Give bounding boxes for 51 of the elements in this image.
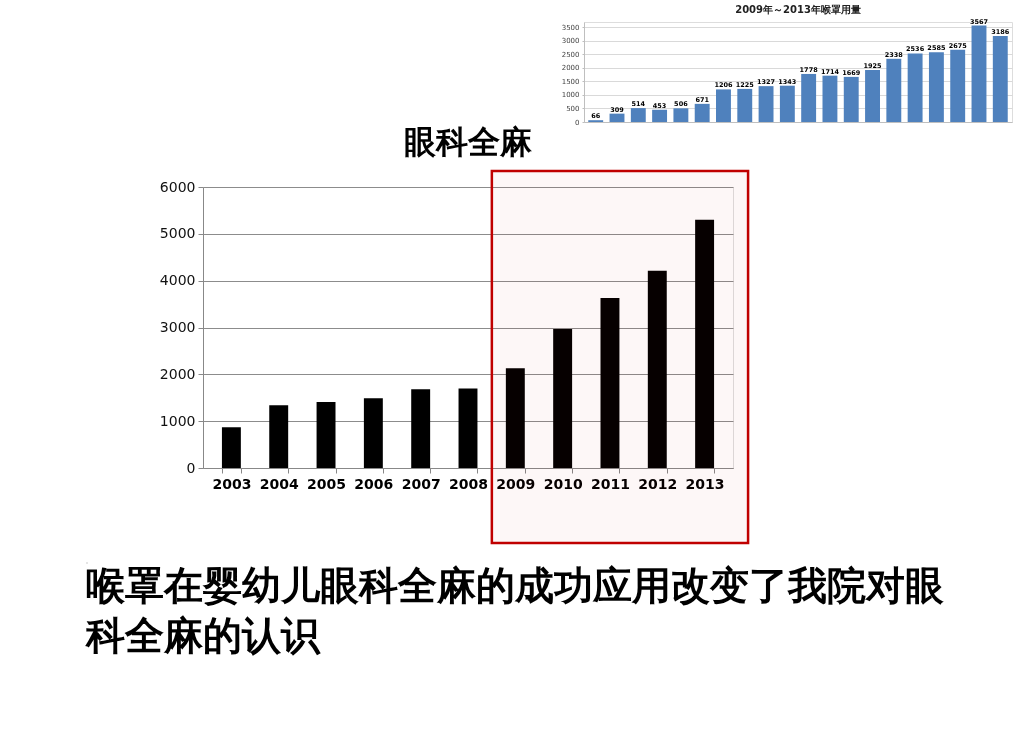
chart-title: 眼科全麻: [404, 122, 532, 161]
y-tick-label: 4000: [159, 272, 196, 289]
bar: [600, 298, 620, 468]
bar: [801, 73, 817, 122]
bar: [316, 401, 336, 468]
bar: [843, 76, 859, 122]
bar: [928, 52, 944, 122]
x-tick-label: 2006: [354, 475, 394, 492]
bar: [758, 86, 774, 122]
x-tick-label: 2009: [496, 475, 536, 492]
bar: [363, 398, 383, 468]
bar: [971, 25, 987, 122]
y-tick-label: 0: [186, 459, 196, 476]
x-tick-label: 2004: [259, 475, 299, 492]
bar: [907, 53, 923, 122]
bar: [609, 113, 625, 122]
bar: [411, 389, 431, 468]
text: 喉罩在婴幼儿眼科全麻的成功应用改变了我院对眼科全麻的认识: [85, 563, 944, 658]
y-tick-label: 2000: [159, 365, 196, 382]
x-tick-label: 2003: [212, 475, 252, 492]
bar: [553, 328, 573, 468]
x-tick-label: 2011: [590, 475, 630, 492]
x-tick-label: 2005: [307, 475, 347, 492]
bar: [737, 88, 753, 122]
chart-title: 2009年～2013年喉罩用量: [735, 3, 861, 15]
bar: [694, 103, 710, 122]
bar: [779, 85, 795, 122]
bar: [458, 388, 478, 468]
x-tick-label: 2007: [401, 475, 441, 492]
bar: [673, 108, 689, 122]
bar: [950, 49, 966, 122]
y-tick-label: 6000: [159, 178, 196, 195]
x-tick-label: 2012: [638, 475, 678, 492]
bar: [269, 405, 289, 468]
x-tick-label: 2010: [543, 475, 583, 492]
x-tick-label: 2013: [685, 475, 725, 492]
bar: [221, 427, 241, 468]
bar: [647, 270, 667, 468]
y-tick-label: 5000: [159, 225, 196, 242]
bar: [822, 75, 838, 122]
y-tick-label: 3000: [159, 319, 196, 335]
bar: [886, 58, 902, 122]
x-tick-label: 2008: [449, 475, 488, 492]
bar: [652, 109, 668, 122]
bar: [695, 219, 715, 468]
y-tick-label: 1000: [159, 412, 196, 429]
bar: [630, 108, 646, 122]
bar: [716, 89, 731, 122]
bar: [505, 368, 525, 468]
bar: [865, 69, 880, 122]
bar: [992, 35, 1008, 122]
